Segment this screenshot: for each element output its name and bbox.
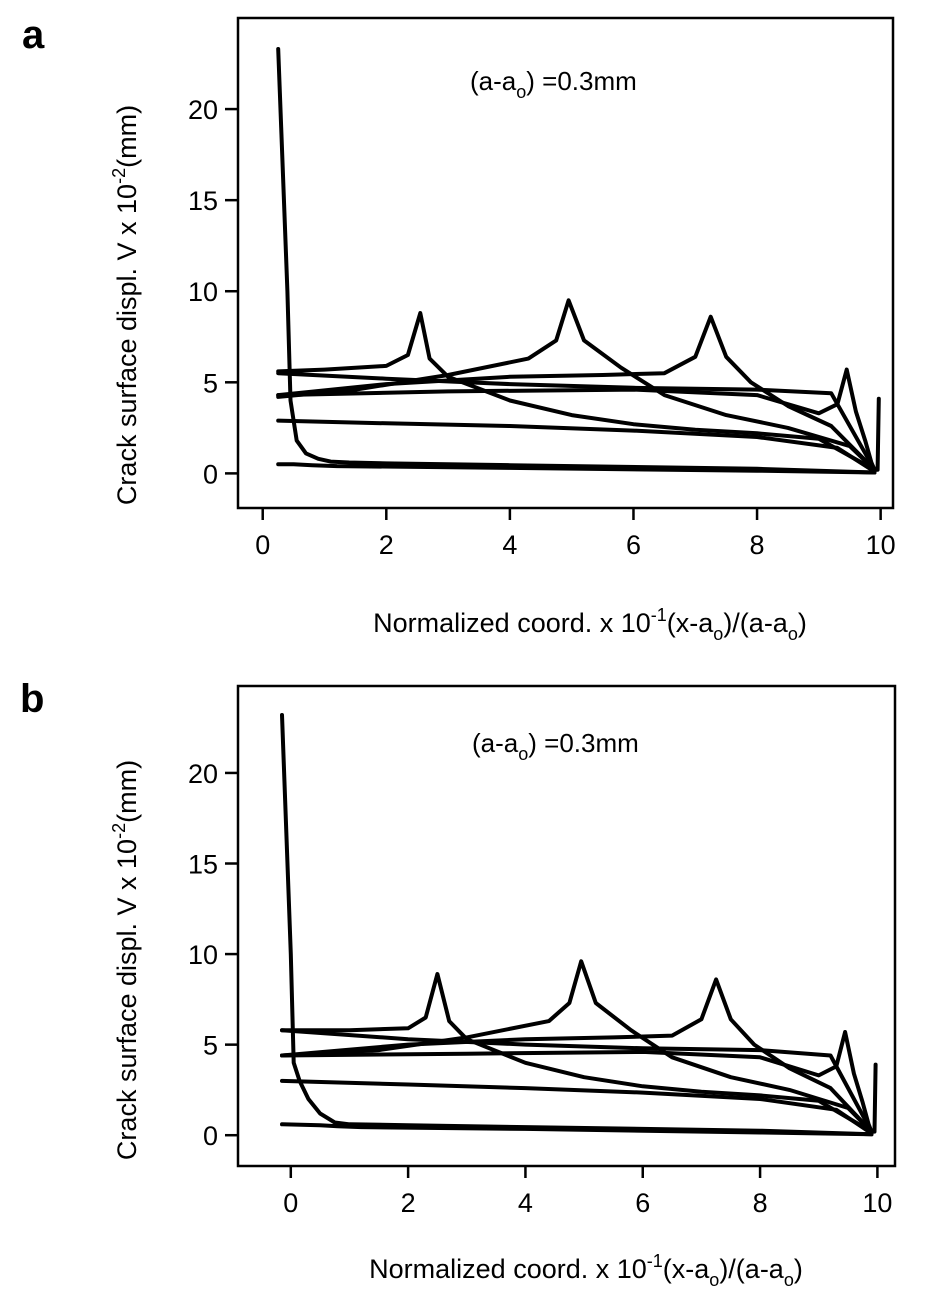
xlabel-sup: -1: [647, 1251, 663, 1271]
x-tick-label: 8: [750, 530, 765, 560]
ylabel-pre: Crack surface displ. V x 10: [112, 839, 142, 1160]
y-tick-label: 15: [188, 850, 218, 880]
ylabel-sup: -2: [109, 168, 129, 184]
curve-4: [280, 972, 874, 1134]
curve-6: [280, 959, 874, 1134]
curve-8: [280, 1030, 878, 1134]
xlabel-sub2: o: [784, 1270, 794, 1290]
curves: [280, 713, 878, 1137]
x-tick-label: 10: [862, 1188, 892, 1218]
annotation: (a-ao) =0.3mm: [470, 66, 637, 102]
x-tick-label: 6: [626, 530, 641, 560]
ylabel-post: (mm): [112, 760, 142, 823]
x-tick-label: 10: [866, 530, 896, 560]
curve-7: [276, 314, 877, 472]
xlabel-post: ): [794, 1254, 803, 1284]
x-tick-label: 0: [283, 1188, 298, 1218]
y-tick-label: 20: [188, 95, 218, 125]
xlabel-post: ): [798, 608, 807, 638]
y-tick-label: 10: [188, 277, 218, 307]
annotation: (a-ao) =0.3mm: [472, 728, 639, 764]
xlabel-sub1: o: [709, 1270, 719, 1290]
ylabel-pre: Crack surface displ. V x 10: [112, 184, 142, 505]
ylabel-post: (mm): [112, 105, 142, 168]
panel-label: b: [20, 677, 44, 721]
x-tick-label: 6: [635, 1188, 650, 1218]
x-tick-label: 2: [379, 530, 394, 560]
plot-frame: [236, 684, 897, 1168]
y-tick-label: 15: [188, 186, 218, 216]
xlabel-pre: Normalized coord. x 10: [373, 608, 651, 638]
y-tick-label: 10: [188, 940, 218, 970]
axis-ticks: 0 2 4 6 8 10 0 5 10 15 20: [188, 759, 892, 1218]
curve-8: [276, 367, 881, 472]
y-tick-label: 0: [203, 1121, 218, 1151]
y-tick-label: 5: [203, 368, 218, 398]
annotation-sub: o: [518, 744, 528, 764]
annotation-post: ) =0.3mm: [526, 66, 637, 96]
curves: [276, 47, 881, 475]
annotation-pre: (a-a: [470, 66, 517, 96]
x-tick-label: 2: [401, 1188, 416, 1218]
plot-frame: [236, 16, 895, 510]
xlabel-mid2: )/(a-a: [723, 608, 788, 638]
axis-ticks: 0 2 4 6 8 10 0 5 10 15 20: [188, 95, 896, 560]
curve-5: [280, 1028, 874, 1134]
xlabel-mid1: (x-a: [667, 608, 714, 638]
xlabel-sub2: o: [788, 624, 798, 644]
curve-2: [276, 47, 877, 475]
xlabel-sup: -1: [651, 605, 667, 625]
x-tick-label: 4: [518, 1188, 533, 1218]
y-axis-title: Crack surface displ. V x 10-2(mm): [109, 760, 142, 1160]
ylabel-sup: -2: [109, 823, 129, 839]
annotation-sub: o: [516, 82, 526, 102]
xlabel-mid2: )/(a-a: [719, 1254, 784, 1284]
annotation-pre: (a-a: [472, 728, 519, 758]
y-axis-title: Crack surface displ. V x 10-2(mm): [109, 105, 142, 505]
y-tick-label: 5: [203, 1031, 218, 1061]
y-tick-label: 20: [188, 759, 218, 789]
x-axis-title: Normalized coord. x 10-1(x-ao)/(a-ao): [369, 1251, 803, 1290]
x-tick-label: 8: [753, 1188, 768, 1218]
curve-4: [276, 311, 877, 472]
curve-2: [280, 713, 874, 1137]
y-tick-label: 0: [203, 459, 218, 489]
curve-6: [276, 298, 877, 472]
x-tick-label: 0: [255, 530, 270, 560]
xlabel-mid1: (x-a: [663, 1254, 710, 1284]
panel-label: a: [22, 13, 45, 57]
xlabel-pre: Normalized coord. x 10: [369, 1254, 647, 1284]
curve-7: [280, 977, 874, 1134]
annotation-post: ) =0.3mm: [528, 728, 639, 758]
x-tick-label: 4: [502, 530, 517, 560]
x-axis-title: Normalized coord. x 10-1(x-ao)/(a-ao): [373, 605, 807, 644]
xlabel-sub1: o: [713, 624, 723, 644]
